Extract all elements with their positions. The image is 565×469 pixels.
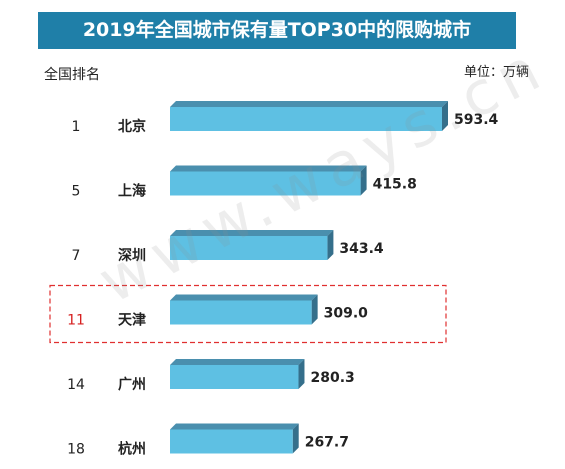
bar-side-face — [292, 423, 299, 454]
highlight-box — [49, 284, 447, 344]
value-label: 267.7 — [305, 435, 349, 451]
bar-side-face — [311, 294, 318, 325]
bar — [170, 429, 293, 454]
category-label: 上海 — [118, 183, 146, 200]
bar-top-face — [170, 294, 318, 301]
bar-top-face — [170, 359, 305, 365]
bar-side-face — [298, 359, 305, 389]
value-label: 280.3 — [310, 370, 354, 386]
category-label: 广州 — [118, 376, 146, 393]
rank-label: 18 — [67, 442, 85, 458]
value-label: 309.0 — [324, 306, 369, 322]
bar-side-face — [360, 165, 367, 196]
bar-side-face — [442, 101, 448, 131]
rank-header: 全国排名 — [44, 67, 100, 83]
bar-top-face — [170, 165, 367, 172]
bar-side-face — [327, 230, 334, 260]
rank-label: 11 — [67, 313, 85, 329]
rank-label: 1 — [72, 119, 81, 135]
bar-top-face — [170, 101, 448, 107]
rank-label: 5 — [72, 184, 81, 200]
bar — [170, 300, 312, 325]
bar — [170, 365, 299, 389]
bar — [170, 171, 361, 196]
category-label: 深圳 — [118, 247, 146, 264]
bar — [170, 236, 328, 260]
value-label: 415.8 — [373, 177, 417, 193]
value-label: 343.4 — [339, 241, 384, 257]
rank-label: 14 — [67, 377, 85, 393]
bar-top-face — [170, 230, 334, 236]
category-label: 杭州 — [118, 441, 146, 458]
bar-top-face — [170, 423, 299, 430]
category-label: 天津 — [118, 312, 146, 329]
chart-title: 2019年全国城市保有量TOP30中的限购城市 — [38, 12, 516, 49]
category-label: 北京 — [118, 118, 146, 135]
value-label: 593.4 — [454, 112, 499, 128]
bar — [170, 107, 442, 131]
unit-label: 单位：万辆 — [463, 65, 529, 80]
rank-label: 7 — [72, 248, 81, 264]
